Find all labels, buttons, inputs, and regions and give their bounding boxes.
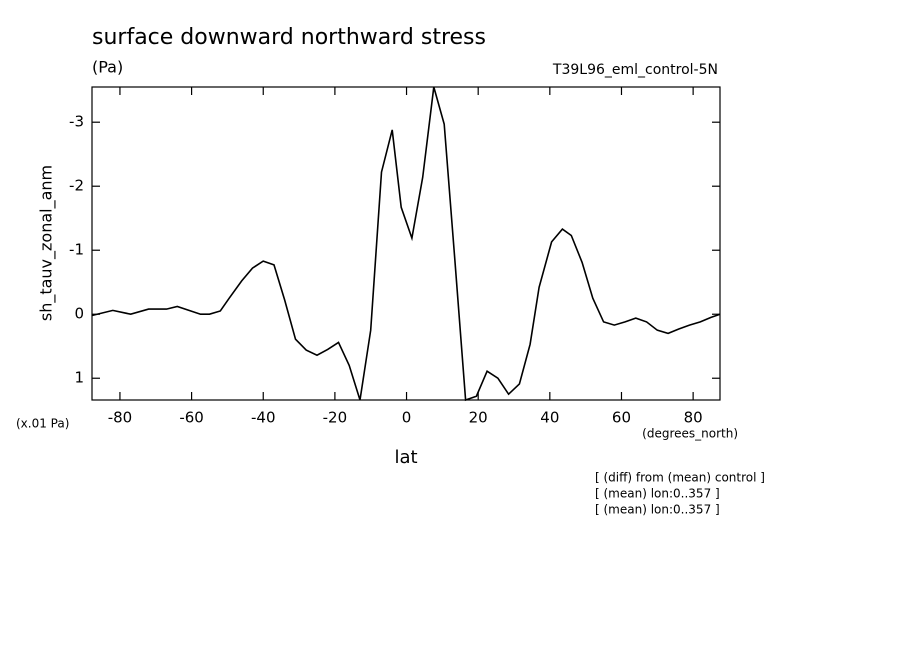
note: [ (diff) from (mean) control ] — [595, 471, 765, 485]
subtitle: (Pa) — [92, 58, 123, 77]
y-axis-label: sh_tauv_zonal_anm — [37, 165, 57, 321]
x-tick-label: 80 — [684, 409, 703, 427]
y-tick-label: -3 — [69, 113, 84, 131]
x-tick-label: 0 — [402, 409, 412, 427]
x-tick-label: -80 — [108, 409, 133, 427]
note: [ (mean) lon:0..357 ] — [595, 503, 720, 517]
chart-title: surface downward northward stress — [92, 25, 486, 50]
y-tick-label: -1 — [69, 241, 84, 259]
y-tick-label: -2 — [69, 177, 84, 195]
x-tick-label: -40 — [251, 409, 276, 427]
x-tick-label: -60 — [179, 409, 204, 427]
y-tick-label: 0 — [74, 305, 84, 323]
x-units: (degrees_north) — [642, 427, 738, 441]
data-line — [91, 86, 721, 402]
x-tick-label: -20 — [323, 409, 348, 427]
note: [ (mean) lon:0..357 ] — [595, 487, 720, 501]
x-tick-label: 60 — [612, 409, 631, 427]
x-tick-label: 40 — [540, 409, 559, 427]
y-scale-note: (x.01 Pa) — [16, 417, 69, 431]
x-tick-label: 20 — [469, 409, 488, 427]
plot-frame — [91, 86, 721, 401]
run-label: T39L96_eml_control-5N — [552, 62, 718, 78]
x-axis-label: lat — [394, 447, 417, 468]
y-tick-label: 1 — [74, 369, 84, 387]
